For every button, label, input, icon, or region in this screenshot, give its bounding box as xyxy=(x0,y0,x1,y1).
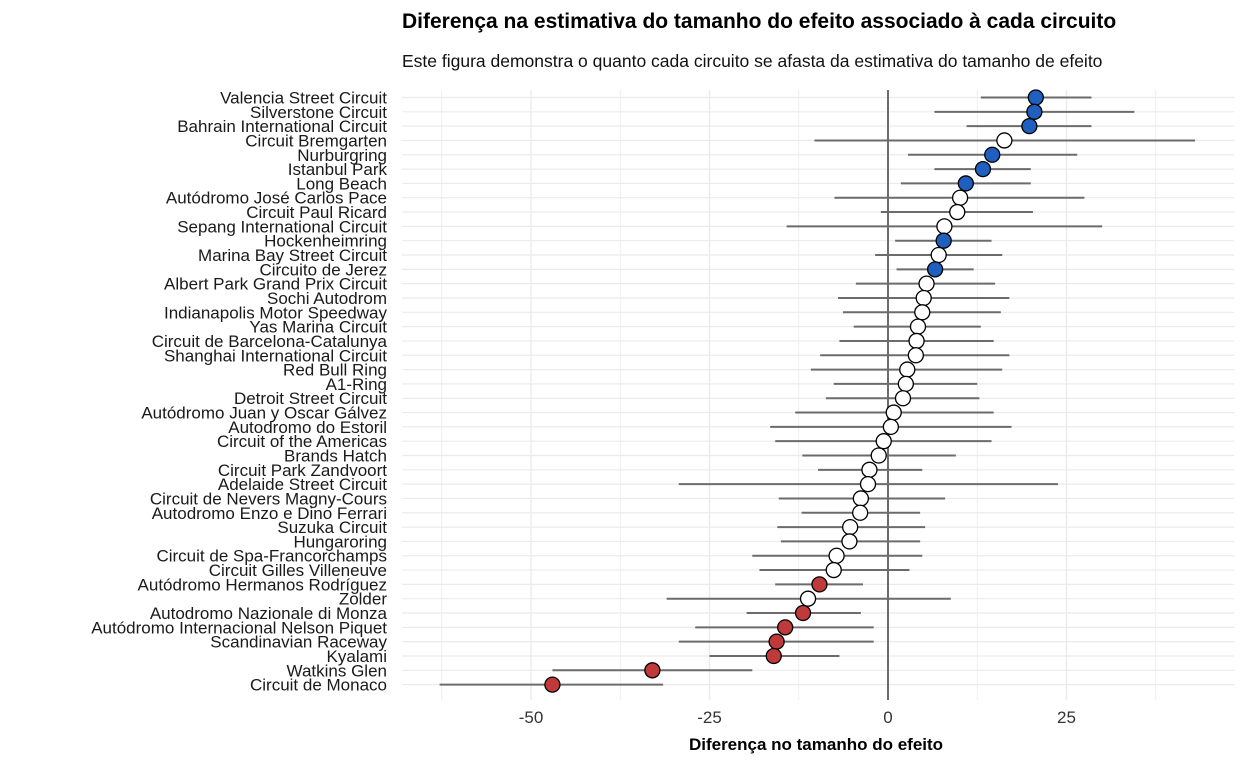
y-axis-label: Circuit Bremgarten xyxy=(245,131,387,150)
estimate-point xyxy=(996,132,1013,149)
estimate-point xyxy=(914,304,931,321)
y-axis-label: Nurburgring xyxy=(297,146,387,165)
estimate-point xyxy=(544,676,561,693)
estimate-point xyxy=(811,576,828,593)
estimate-point xyxy=(794,604,812,622)
x-axis-tick-labels: -50 -25 0 25 xyxy=(519,708,1076,727)
estimate-point xyxy=(859,475,877,493)
estimate-point xyxy=(852,490,870,507)
estimate-point xyxy=(1026,103,1043,120)
estimate-point xyxy=(765,647,782,665)
y-axis-label: Yas Marina Circuit xyxy=(249,318,387,337)
grid-lines xyxy=(402,90,1234,700)
y-axis-label: Watkins Glen xyxy=(287,661,387,680)
y-axis-label: Marina Bay Street Circuit xyxy=(198,246,387,265)
estimate-point xyxy=(897,375,914,393)
y-axis-label: Autódromo José Carlos Pace xyxy=(166,189,387,208)
estimate-point xyxy=(957,175,974,192)
y-axis-label: Autódromo Hermanos Rodríguez xyxy=(138,575,387,594)
y-axis-label: Circuit de Spa-Francorchamps xyxy=(156,547,387,566)
y-axis-label: Hockenheimring xyxy=(264,232,387,251)
y-axis-label: Red Bull Ring xyxy=(283,361,387,380)
estimate-point xyxy=(777,619,794,636)
estimate-point xyxy=(918,275,935,292)
estimate-point xyxy=(899,361,916,378)
estimate-point xyxy=(908,332,925,350)
estimate-point xyxy=(935,232,952,249)
x-tick-label: 25 xyxy=(1057,708,1076,727)
y-axis-label: Silverstone Circuit xyxy=(250,103,387,122)
estimate-point xyxy=(882,418,900,436)
estimate-point xyxy=(841,533,858,550)
estimate-point xyxy=(1027,89,1044,106)
estimate-point xyxy=(926,261,944,278)
y-axis-label: Circuit de Monaco xyxy=(250,676,387,695)
x-tick-label: -25 xyxy=(697,708,722,727)
x-tick-label: -50 xyxy=(519,708,544,727)
estimate-point xyxy=(842,518,859,536)
estimate-point xyxy=(951,189,969,206)
y-axis-label: Suzuka Circuit xyxy=(277,518,387,537)
estimate-point xyxy=(915,289,932,307)
chart-subtitle: Este figura demonstra o quanto cada circ… xyxy=(402,51,1103,71)
estimate-point xyxy=(825,561,842,579)
y-axis-label: A1-Ring xyxy=(326,375,387,394)
estimate-point xyxy=(799,590,817,607)
y-axis-label: Autodromo do Estoril xyxy=(228,418,387,437)
y-axis-label: Circuito de Jerez xyxy=(259,260,387,279)
y-axis-label: Circuit of the Americas xyxy=(217,432,387,451)
estimate-point xyxy=(974,160,992,178)
y-axis-label: Circuit Park Zandvoort xyxy=(218,461,387,480)
estimate-point xyxy=(852,504,869,521)
y-axis-label: Valencia Street Circuit xyxy=(220,89,387,108)
y-axis-label: Sepang International Circuit xyxy=(177,217,387,236)
estimate-point xyxy=(984,146,1001,163)
estimate-point xyxy=(875,433,892,450)
estimate-point xyxy=(949,203,966,221)
chart-title: Diferença na estimativa do tamanho do ef… xyxy=(402,10,1117,33)
y-axis-label: Albert Park Grand Prix Circuit xyxy=(164,275,387,294)
y-axis-label: Autódromo Juan y Oscar Gálvez xyxy=(141,404,387,423)
x-axis-title: Diferença no tamanho do efeito xyxy=(689,735,943,754)
y-axis-label: Zolder xyxy=(339,590,388,609)
estimate-point xyxy=(768,633,785,650)
y-axis-label: Circuit Gilles Villeneuve xyxy=(209,561,387,580)
y-axis-label: Istanbul Park xyxy=(288,160,388,179)
y-axis-label: Scandinavian Raceway xyxy=(210,633,387,652)
estimate-points xyxy=(544,89,1044,693)
x-tick-label: 0 xyxy=(883,708,892,727)
y-axis-label: Autodromo Nazionale di Monza xyxy=(150,604,388,623)
estimate-point xyxy=(930,246,947,264)
y-axis-label: Bahrain International Circuit xyxy=(177,117,387,136)
y-axis-label: Sochi Autodrom xyxy=(267,289,387,308)
estimate-point xyxy=(861,461,878,478)
estimate-point xyxy=(936,218,953,235)
y-axis-label: Long Beach xyxy=(296,174,387,193)
y-axis-label: Hungaroring xyxy=(293,532,387,551)
estimate-point xyxy=(907,347,924,364)
y-axis-label: Indianapolis Motor Speedway xyxy=(164,303,388,322)
y-axis-label: Adelaide Street Circuit xyxy=(218,475,387,494)
estimate-point xyxy=(894,390,912,407)
y-axis-label: Shanghai International Circuit xyxy=(164,346,387,365)
y-axis-label: Kyalami xyxy=(327,647,387,666)
y-axis-label: Brands Hatch xyxy=(284,447,387,466)
estimate-point xyxy=(885,404,902,421)
y-axis-label: Detroit Street Circuit xyxy=(234,389,387,408)
y-axis-label: Autódromo Internacional Nelson Piquet xyxy=(91,618,387,637)
y-axis-label: Circuit de Barcelona-Catalunya xyxy=(152,332,388,351)
y-axis-label: Autodromo Enzo e Dino Ferrari xyxy=(152,504,387,523)
y-axis-label: Circuit Paul Ricard xyxy=(246,203,387,222)
estimate-point xyxy=(909,318,927,335)
estimate-point xyxy=(644,662,661,679)
interval-lines xyxy=(439,96,1196,686)
estimate-point xyxy=(870,447,887,464)
y-axis-label: Circuit de Nevers Magny-Cours xyxy=(150,489,387,508)
estimate-point xyxy=(1021,117,1038,135)
estimate-point xyxy=(828,547,845,564)
